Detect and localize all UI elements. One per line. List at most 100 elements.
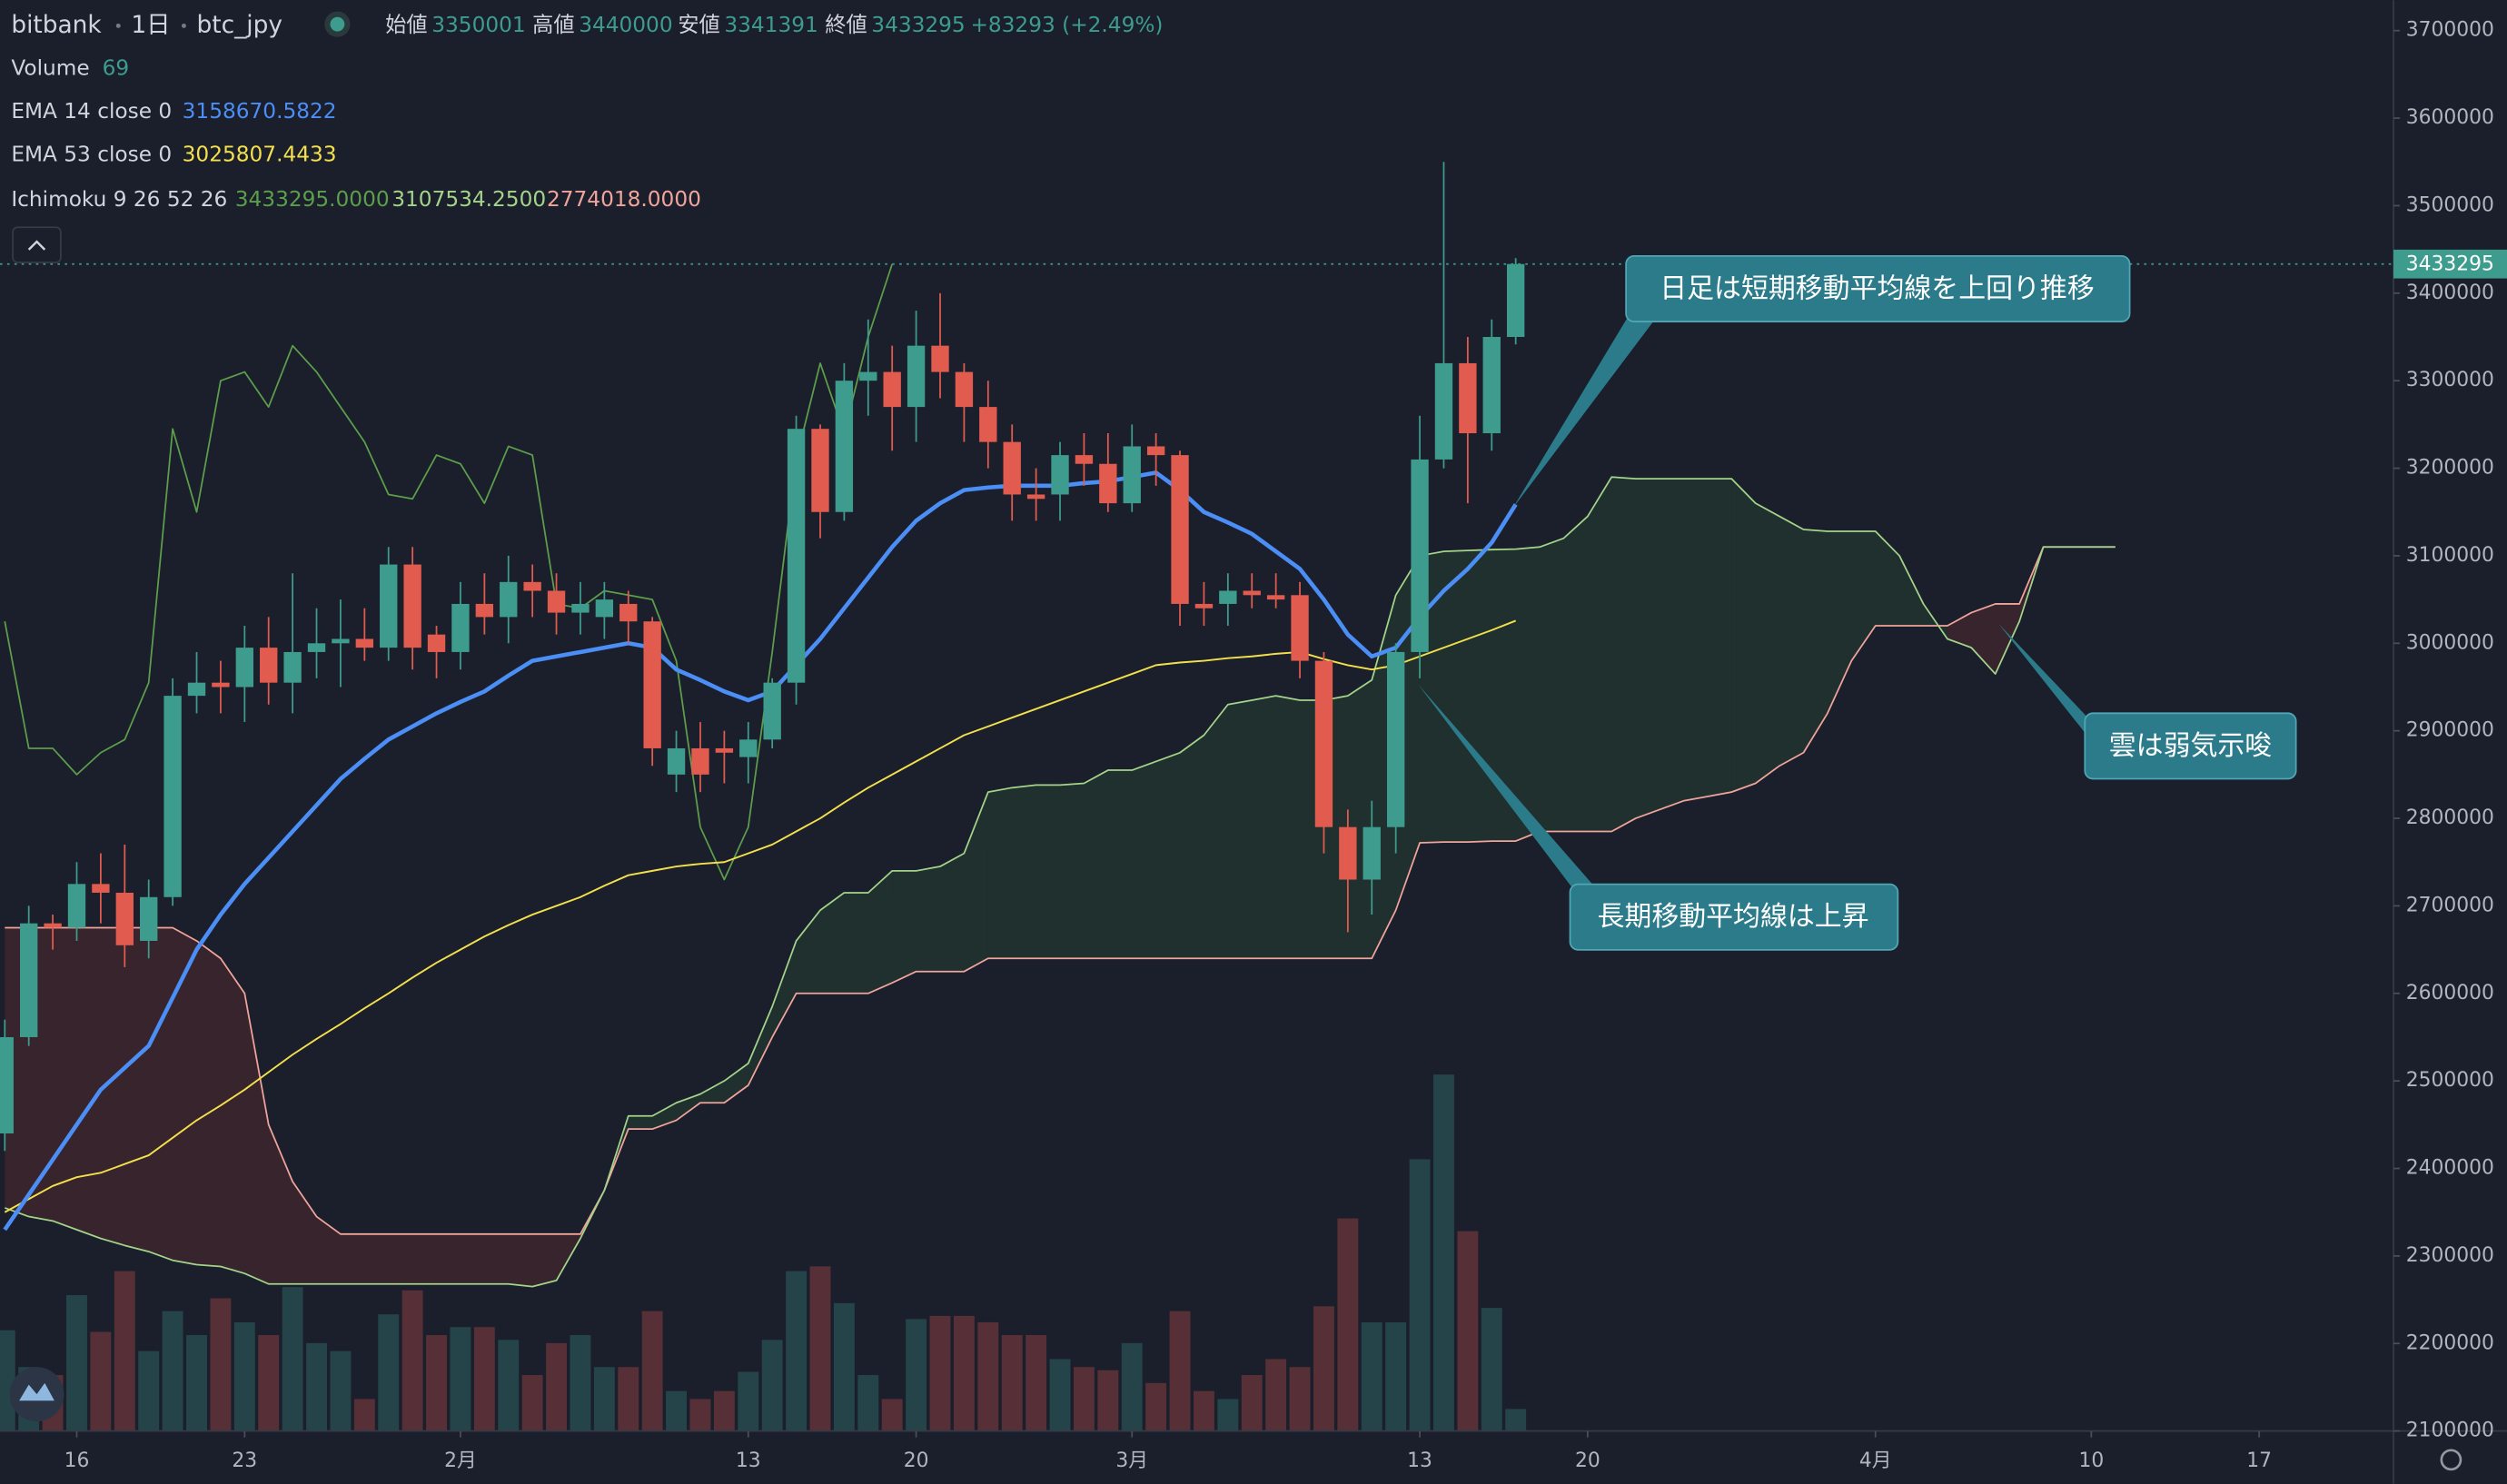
cloud-fill <box>1540 538 1564 832</box>
cloud-fill <box>892 870 917 984</box>
volume-bar <box>1409 1159 1431 1431</box>
volume-bar <box>1049 1359 1071 1431</box>
y-tick-label: 3500000 <box>2406 193 2494 216</box>
candle-body <box>1099 463 1117 504</box>
volume-bar <box>1313 1306 1334 1431</box>
settings-button[interactable] <box>2440 1449 2462 1471</box>
ema-line <box>4 619 1517 1213</box>
volume-bar <box>401 1290 423 1431</box>
volume-bar <box>1026 1335 1047 1431</box>
cloud-fill <box>1012 785 1036 959</box>
cloud-fill <box>1851 530 1876 661</box>
cloud-fill <box>1779 516 1804 767</box>
candle-body <box>1219 590 1237 604</box>
candle-body <box>427 634 446 652</box>
volume-bar <box>713 1390 735 1431</box>
cloud-fill <box>268 1124 293 1284</box>
axes: 3433295 2100000 2200000 2300000 2400000 25000… <box>64 19 2507 1472</box>
candle-body <box>763 682 781 740</box>
candle-body <box>44 923 62 928</box>
ema-value: 3025807.4433 <box>183 143 337 167</box>
candle-body <box>1171 455 1189 604</box>
cloud-fill <box>1252 696 1276 959</box>
volume-bar <box>426 1335 447 1431</box>
candle-body <box>1026 494 1045 500</box>
candle-body <box>212 682 230 688</box>
candle-body <box>1003 441 1021 495</box>
cloud-fill <box>532 1233 557 1287</box>
y-tick-label: 3000000 <box>2406 631 2494 654</box>
candle-body <box>691 747 709 775</box>
volume-bar <box>833 1302 855 1431</box>
volume-bar <box>210 1298 232 1431</box>
candle-body <box>235 648 253 688</box>
cloud-fill <box>124 927 149 1252</box>
candle-body <box>667 747 686 775</box>
y-tick-label: 3200000 <box>2406 457 2494 480</box>
cloud-fill <box>244 993 269 1284</box>
status-dot <box>330 16 345 32</box>
cloud-fill <box>316 1216 341 1284</box>
candle-body <box>451 603 470 652</box>
x-tick-label: 10 <box>2078 1449 2104 1472</box>
volume-bar <box>738 1371 759 1431</box>
candle-body <box>619 603 638 622</box>
callout-text: 雲は弱気示唆 <box>2109 730 2272 762</box>
candle-body <box>907 345 926 408</box>
cloud-fill <box>340 1233 365 1284</box>
cloud-fill <box>1995 603 2020 675</box>
ohlc-label: 始値 <box>385 13 427 37</box>
legend: bitbank 1日 btc_jpy 始値 3350001 高値 3440000… <box>11 11 1163 263</box>
volume-bar <box>233 1321 255 1431</box>
volume-bar <box>1337 1218 1359 1431</box>
candle-body <box>811 429 829 512</box>
cloud-fill <box>1635 479 1660 819</box>
cloud-fill <box>1180 735 1204 959</box>
volume-bar <box>90 1331 112 1431</box>
cloud-fill <box>1755 503 1780 784</box>
collapse-button[interactable] <box>12 226 62 263</box>
volume-value: 69 <box>103 55 130 80</box>
y-tick-label: 2700000 <box>2406 894 2494 916</box>
cloud-fill <box>699 1081 725 1103</box>
candle-body <box>1123 446 1141 504</box>
volume-bar <box>138 1350 160 1431</box>
volume-bar <box>906 1319 927 1431</box>
ohlc-label: 高値 <box>532 13 574 37</box>
candle-body <box>1459 362 1477 434</box>
volume-bar <box>1433 1074 1454 1431</box>
candle-body <box>523 581 541 591</box>
lagging-span <box>4 263 894 881</box>
ohlc-value: 3350001 <box>431 13 525 37</box>
volume-bar <box>378 1314 400 1431</box>
candle-body <box>643 621 661 748</box>
collapse-icon <box>27 240 46 251</box>
ohlc-label: 安値 <box>678 13 719 37</box>
callout-pointer <box>1512 312 1654 510</box>
candle-body <box>1362 826 1381 880</box>
cloud-fill <box>148 927 173 1261</box>
ichimoku-value: 3433295.0000 <box>235 187 390 212</box>
candle-body <box>571 603 590 613</box>
candle-body <box>547 590 566 613</box>
candle-body <box>187 682 206 697</box>
volume-bar <box>618 1367 639 1431</box>
exchange: bitbank <box>11 11 102 39</box>
volume-bar <box>1001 1335 1023 1431</box>
volume-bar <box>593 1367 615 1431</box>
volume-bar <box>353 1399 375 1431</box>
volume-bar <box>521 1375 543 1431</box>
candle-body <box>1146 446 1165 456</box>
cloud-fill <box>916 866 940 972</box>
candle-body <box>1386 651 1405 827</box>
annotations: 日足は短期移動平均線を上回り推移 長期移動平均線は上昇 雲は弱気示唆 <box>1418 255 2297 951</box>
volume-bar <box>1265 1359 1287 1431</box>
candle-body <box>1482 337 1501 434</box>
volume-bar <box>1361 1321 1382 1431</box>
volume-bar <box>282 1287 303 1431</box>
volume-bar <box>1121 1342 1143 1431</box>
cloud-fill <box>1227 699 1253 959</box>
callout-text: 長期移動平均線は上昇 <box>1598 901 1869 933</box>
candle-body <box>1243 590 1261 596</box>
